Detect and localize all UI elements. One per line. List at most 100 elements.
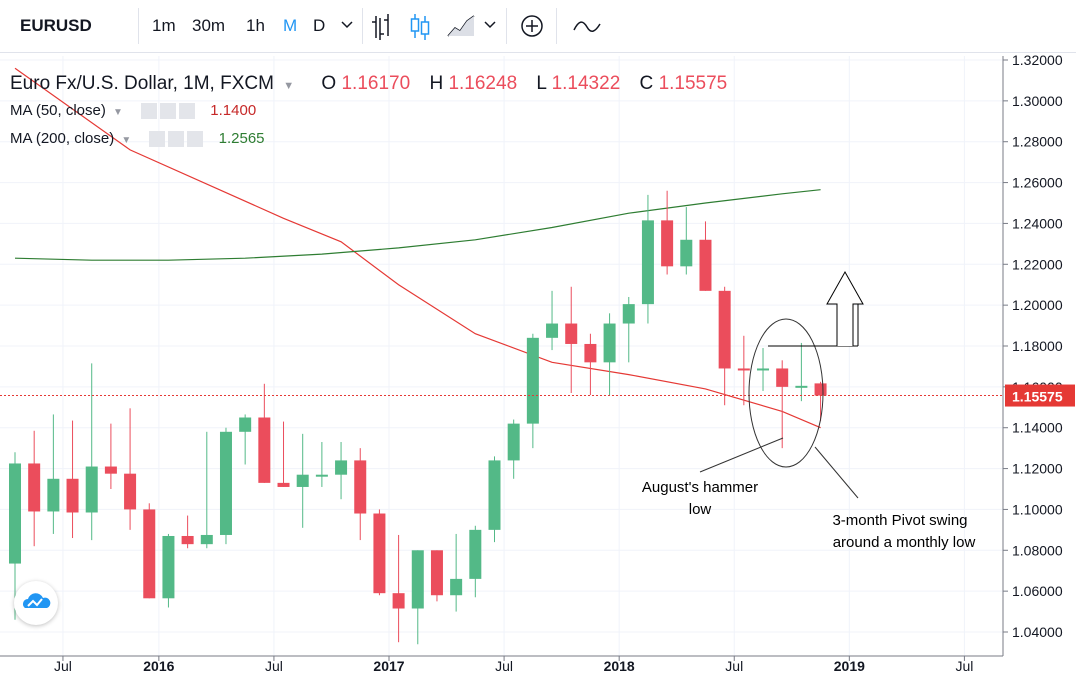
price-tick-label: 1.28000	[1012, 134, 1063, 150]
toolbar-divider	[138, 8, 139, 44]
candle-body	[354, 460, 367, 514]
candle-body	[641, 220, 654, 305]
bars-style-icon[interactable]	[370, 0, 394, 52]
candle	[373, 509, 386, 596]
candles	[9, 190, 827, 645]
last-price-label: 1.15575	[1012, 389, 1063, 405]
candle	[507, 419, 520, 479]
symbol-button[interactable]: EURUSD	[20, 16, 92, 35]
candle-body	[277, 482, 290, 487]
toolbar-divider	[556, 8, 557, 44]
candle	[622, 296, 635, 363]
ma200-chevron-icon[interactable]: ▼	[121, 135, 132, 146]
ma50-chevron-icon[interactable]: ▼	[113, 107, 123, 118]
chart-title: Euro Fx/U.S. Dollar, 1M, FXCM	[10, 73, 274, 94]
interval-m-button[interactable]: M	[283, 16, 298, 35]
candle	[47, 414, 60, 534]
add-indicator-icon[interactable]	[519, 0, 545, 52]
candle	[641, 194, 654, 324]
time-tick-label: 2018	[604, 658, 635, 674]
candle	[315, 442, 328, 487]
ma200-line	[14, 189, 821, 261]
candle-body	[526, 337, 539, 424]
price-tick-label: 1.12000	[1012, 461, 1063, 477]
ma200-close-icon[interactable]	[187, 131, 204, 148]
ma50-eye-icon[interactable]	[141, 103, 158, 120]
ma50-line	[14, 67, 821, 429]
candle-body	[603, 323, 616, 363]
toolbar-divider	[362, 8, 363, 44]
interval-1m-button[interactable]: 1m	[152, 16, 176, 35]
ma50-gear-icon[interactable]	[160, 103, 177, 120]
candle	[411, 550, 424, 645]
annotations: August's hammer low 3-month Pivot swing aro…	[0, 270, 1003, 551]
candle	[737, 335, 750, 406]
candle	[526, 333, 539, 449]
candle	[354, 448, 367, 541]
ma200-gear-icon[interactable]	[168, 131, 185, 148]
candle	[757, 348, 770, 391]
tradingview-logo-button[interactable]	[14, 581, 58, 625]
candle-body	[737, 368, 750, 371]
candle	[814, 381, 827, 422]
candle-body	[373, 513, 386, 594]
price-tick-label: 1.22000	[1012, 256, 1063, 272]
candle	[296, 433, 309, 528]
area-style-icon[interactable]	[446, 0, 476, 52]
candle-body	[219, 431, 232, 535]
candle-body	[507, 423, 520, 461]
candle-body	[124, 473, 137, 510]
ma50-label: MA (50, close)	[10, 102, 106, 119]
pivot-ellipse	[748, 318, 824, 468]
candle	[450, 533, 463, 612]
chart-header: Euro Fx/U.S. Dollar, 1M, FXCM ▼ O 1.1617…	[10, 73, 727, 95]
candle	[776, 360, 789, 449]
chart-style-chevron-icon[interactable]	[484, 0, 496, 52]
candle	[680, 207, 693, 275]
ma50-close-icon[interactable]	[179, 103, 196, 120]
candles-style-icon[interactable]	[408, 0, 432, 52]
candle	[181, 515, 194, 549]
candle	[66, 420, 79, 539]
price-tick-label: 1.10000	[1012, 501, 1063, 517]
candle	[85, 363, 98, 541]
title-chevron-icon[interactable]: ▼	[283, 80, 295, 92]
candle	[124, 408, 137, 530]
compare-icon[interactable]	[572, 0, 602, 52]
ma200-value: 1.2565	[218, 130, 265, 147]
candle	[392, 534, 405, 643]
interval-1h-button[interactable]: 1h	[246, 16, 265, 35]
candle	[239, 414, 252, 465]
candle-body	[718, 290, 731, 369]
ma200-eye-icon[interactable]	[149, 131, 166, 148]
hammer-annotation-line-2: low	[689, 501, 712, 518]
candle-body	[258, 417, 271, 483]
ma200-label: MA (200, close)	[10, 130, 115, 147]
interval-dropdown-chevron-icon[interactable]	[341, 0, 353, 52]
toolbar-divider	[506, 8, 507, 44]
ohlc-low: L 1.14322	[536, 73, 621, 94]
candle-body	[795, 385, 808, 388]
ma50-legend: MA (50, close) ▼ 1.1400	[10, 102, 256, 120]
candle-body	[239, 417, 252, 432]
candle-body	[411, 550, 424, 609]
ohlc-close: C 1.15575	[639, 73, 728, 94]
time-tick-label: Jul	[495, 658, 513, 674]
price-tick-label: 1.30000	[1012, 93, 1063, 109]
candle	[699, 221, 712, 291]
candle	[219, 427, 232, 545]
candle-body	[143, 509, 156, 599]
toolbar: EURUSD 1m 30m 1h M D	[0, 0, 1076, 53]
candle	[488, 456, 501, 543]
grid-lines	[0, 56, 1003, 656]
candle-body	[162, 535, 175, 599]
candle-body	[546, 323, 559, 338]
candle	[200, 431, 213, 549]
interval-30m-button[interactable]: 30m	[192, 16, 226, 35]
candle-body	[181, 535, 194, 545]
candle-body	[66, 478, 79, 513]
candle-body	[85, 466, 98, 513]
candle-body	[488, 460, 501, 530]
interval-d-button[interactable]: D	[313, 16, 326, 35]
